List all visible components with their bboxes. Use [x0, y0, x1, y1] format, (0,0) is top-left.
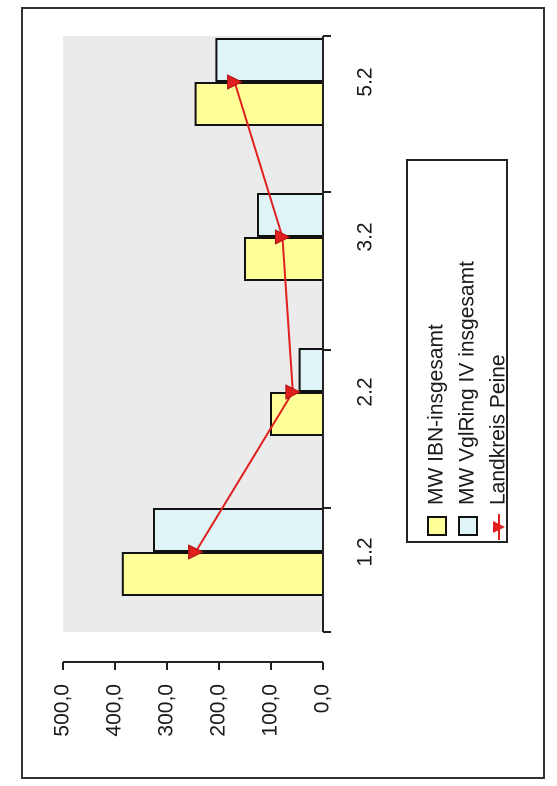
legend: MW IBN-insgesamt MW VglRing IV insgesamt L… [406, 159, 510, 543]
category-label: 2.2 [354, 377, 377, 406]
bar-mw-vglring-iv-insgesamt-5.2 [215, 38, 324, 82]
value-tick-label: 0,0 [311, 684, 334, 713]
category-label: 1.2 [354, 537, 377, 566]
marker-landkreis-peine-3.2 [274, 229, 291, 245]
legend-label-mw-vglring-iv-insgesamt: MW VglRing IV insgesamt [456, 261, 479, 505]
bar-mw-vglring-iv-insgesamt-2.2 [298, 348, 325, 392]
legend-swatch-mw-ibn-insgesamt [427, 516, 447, 536]
category-label: 5.2 [354, 67, 377, 96]
marker-landkreis-peine-5.2 [227, 74, 243, 90]
marker-landkreis-peine-2.2 [285, 384, 301, 400]
value-tick-label: 100,0 [259, 684, 282, 737]
legend-marker-landkreis-peine [493, 521, 505, 533]
legend-swatch-mw-vglring-iv-insgesamt [458, 516, 478, 536]
category-label: 3.2 [354, 222, 377, 251]
line-landkreis-peine [194, 81, 294, 553]
legend-label-landkreis-peine: Landkreis Peine [487, 354, 510, 505]
chart-axes: 0,0 100,0 200,0 300,0 400,0 500,0 1.2 2.2 3.2 5.2 [51, 35, 377, 737]
bar-mw-vglring-iv-insgesamt-3.2 [257, 193, 324, 237]
bar-mw-ibn-insgesamt-1.2 [121, 552, 324, 596]
bar-mw-ibn-insgesamt-5.2 [194, 82, 325, 126]
marker-landkreis-peine-1.2 [188, 544, 204, 560]
legend-label-mw-ibn-insgesamt: MW IBN-insgesamt [425, 324, 448, 505]
chart-marks [121, 38, 325, 596]
legend-box [406, 159, 508, 543]
value-tick-label: 400,0 [103, 684, 126, 737]
bar-mw-vglring-iv-insgesamt-1.2 [153, 508, 324, 552]
value-tick-label: 500,0 [51, 684, 74, 737]
value-tick-label: 300,0 [155, 684, 178, 737]
value-tick-label: 200,0 [207, 684, 230, 737]
